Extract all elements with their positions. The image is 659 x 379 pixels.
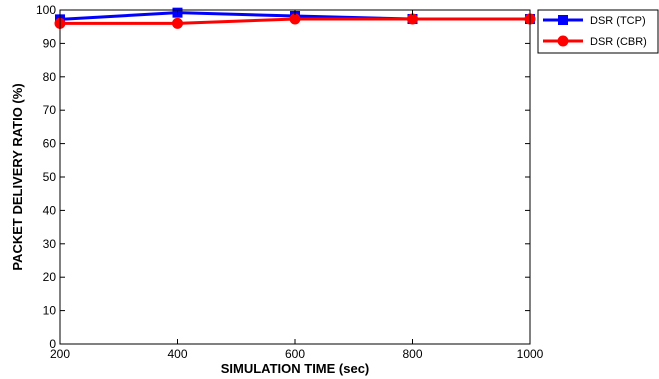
legend: DSR (TCP) DSR (CBR): [537, 9, 659, 54]
legend-marker: [557, 35, 569, 47]
x-tick-label: 1000: [517, 347, 544, 361]
x-axis-title: SIMULATION TIME (sec): [221, 361, 370, 376]
x-tick-label: 400: [167, 347, 187, 361]
y-tick-label: 0: [49, 337, 56, 351]
y-tick-label: 50: [43, 170, 57, 184]
y-tick-label: 100: [36, 3, 56, 17]
y-tick-label: 20: [43, 270, 57, 284]
y-tick-label: 70: [43, 103, 57, 117]
y-axis-title: PACKET DELIVERY RATIO (%): [10, 83, 25, 270]
y-tick-label: 60: [43, 137, 57, 151]
y-tick-label: 10: [43, 304, 57, 318]
data-point-circle: [172, 17, 183, 29]
y-tick-label: 80: [43, 70, 57, 84]
plot-area: [59, 9, 531, 345]
y-tick-label: 30: [43, 237, 57, 251]
legend-label: DSR (CBR): [590, 36, 647, 48]
x-tick-label: 200: [50, 347, 70, 361]
y-tick-label: 90: [43, 36, 57, 50]
ticks-layer: 200 400 600 800 1000 0 10 20 30 40 50 60 70 80 90 100: [36, 3, 544, 361]
data-point-circle: [289, 13, 301, 25]
data-point-circle: [407, 13, 418, 25]
x-tick-label: 800: [402, 347, 422, 361]
legend-label: DSR (TCP): [590, 15, 646, 27]
y-tick-label: 40: [43, 203, 57, 217]
legend-marker: [558, 15, 568, 25]
legend-items: DSR (TCP) DSR (CBR): [543, 15, 647, 48]
x-tick-label: 600: [285, 347, 305, 361]
series-layer: [54, 7, 536, 29]
